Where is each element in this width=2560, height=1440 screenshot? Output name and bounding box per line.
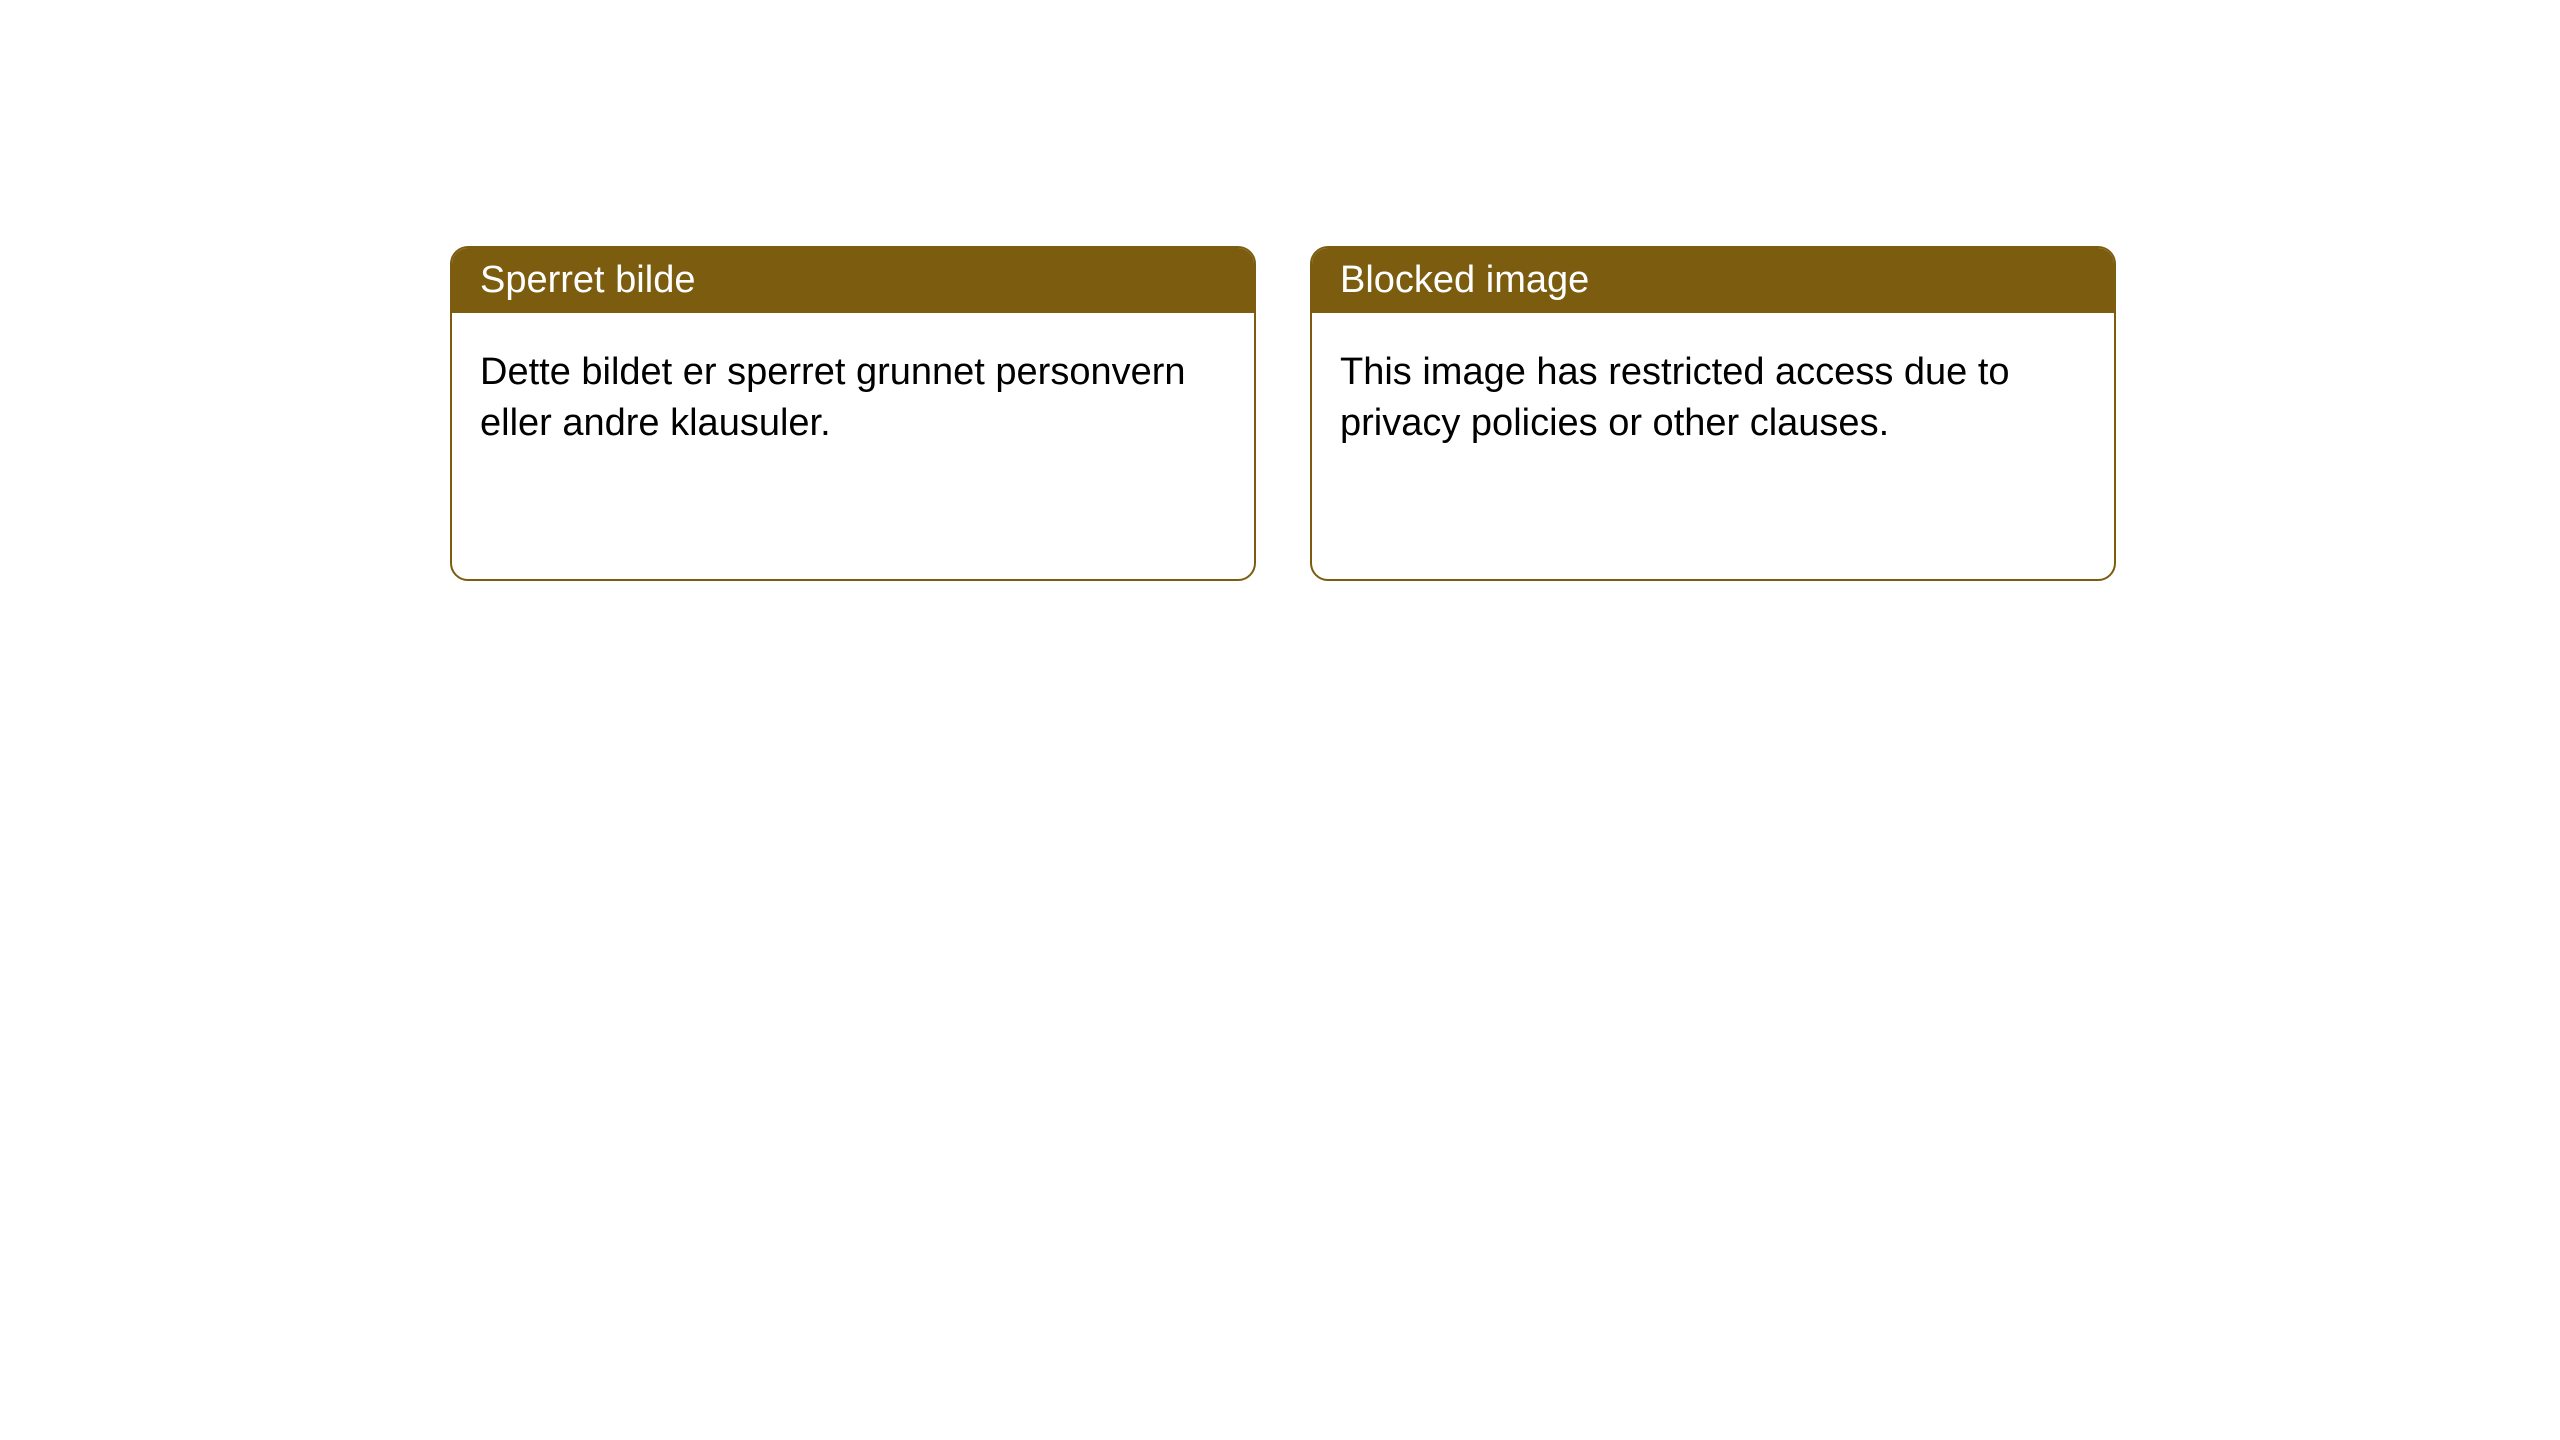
notice-box-english: Blocked image This image has restricted … <box>1310 246 2116 581</box>
notice-body-english: This image has restricted access due to … <box>1312 313 2114 579</box>
notice-text-english: This image has restricted access due to … <box>1340 351 2010 444</box>
notice-header-norwegian: Sperret bilde <box>452 248 1254 313</box>
notice-text-norwegian: Dette bildet er sperret grunnet personve… <box>480 351 1186 444</box>
notice-title-english: Blocked image <box>1340 259 1589 301</box>
notice-body-norwegian: Dette bildet er sperret grunnet personve… <box>452 313 1254 579</box>
notice-title-norwegian: Sperret bilde <box>480 259 695 301</box>
notice-header-english: Blocked image <box>1312 248 2114 313</box>
notice-container: Sperret bilde Dette bildet er sperret gr… <box>450 246 2116 581</box>
notice-box-norwegian: Sperret bilde Dette bildet er sperret gr… <box>450 246 1256 581</box>
